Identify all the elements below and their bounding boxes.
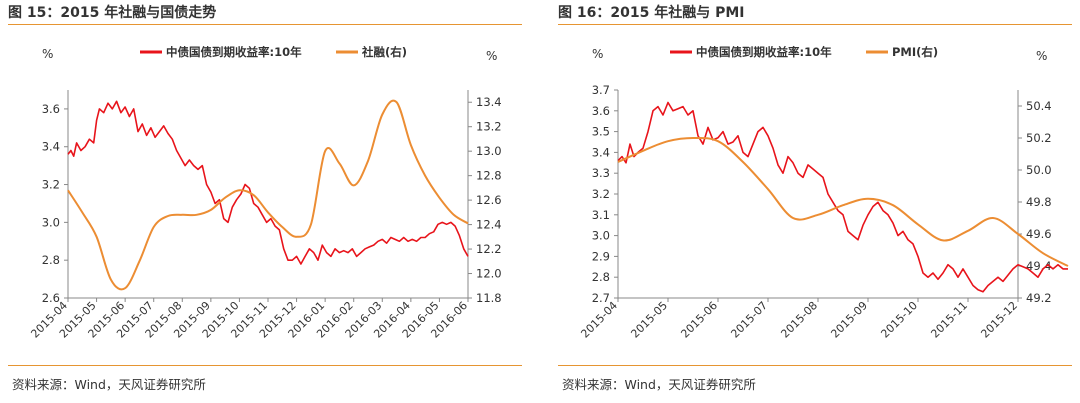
source-divider xyxy=(558,365,1072,366)
y-left-tick-label: 2.8 xyxy=(592,270,610,284)
legend-label: 中债国债到期收益率:10年 xyxy=(696,45,832,59)
y-right-tick-label: 49.6 xyxy=(1026,227,1052,241)
title-divider xyxy=(8,24,522,25)
legend-label: 中债国债到期收益率:10年 xyxy=(166,45,302,59)
title-divider xyxy=(558,24,1072,25)
y-right-tick-label: 11.8 xyxy=(476,291,502,305)
y-left-tick-label: 2.9 xyxy=(592,249,610,263)
y-right-tick-label: 50.2 xyxy=(1026,131,1052,145)
y-right-tick-label: 13.2 xyxy=(476,120,502,134)
chart-panel-right: 图 16：2015 年社融与 PMI %% 2.7 2.8 2.9 3.0 3.1 3.2 3… xyxy=(558,0,1072,403)
y-right-tick-label: 12.0 xyxy=(476,267,502,281)
chart-panel-left: 图 15：2015 年社融与国债走势 %% 2.6 2.8 3.0 3.2 3.4 3.6 1… xyxy=(8,0,522,403)
y-left-unit: % xyxy=(42,47,53,61)
y-right-unit: % xyxy=(1036,49,1047,63)
legend-label: PMI(右) xyxy=(892,45,938,59)
y-left-tick-label: 2.6 xyxy=(42,291,60,305)
y-right-tick-label: 12.8 xyxy=(476,169,502,183)
y-left-tick-label: 3.5 xyxy=(592,125,610,139)
y-right-tick-label: 50.0 xyxy=(1026,163,1052,177)
series-line-right xyxy=(67,99,469,291)
y-left-tick-label: 3.3 xyxy=(592,166,610,180)
y-left-tick-label: 3.2 xyxy=(42,178,60,192)
y-left-tick-label: 3.4 xyxy=(592,145,610,159)
figure-title: 图 15：2015 年社融与国债走势 xyxy=(8,5,217,21)
x-tick-label: 2015-12 xyxy=(978,299,1020,341)
y-right-tick-label: 50.4 xyxy=(1026,99,1052,113)
y-left-tick-label: 2.8 xyxy=(42,253,60,267)
series-line-left xyxy=(617,101,1068,293)
y-left-tick-label: 3.0 xyxy=(592,229,610,243)
y-right-unit: % xyxy=(486,49,497,63)
y-right-tick-label: 49.8 xyxy=(1026,195,1052,209)
y-left-tick-label: 3.6 xyxy=(592,104,610,118)
x-tick-label: 2015-08 xyxy=(778,299,820,341)
y-right-tick-label: 13.0 xyxy=(476,144,502,158)
dual-axis-line-chart: % % 2.7 2.8 2.9 3.0 3.1 3.2 3.3 3.4 3.5 3.6 3.7 49.2 4… xyxy=(578,45,1069,341)
x-tick-label: 2015-09 xyxy=(828,299,870,341)
y-left-tick-label: 3.7 xyxy=(592,83,610,97)
y-left-tick-label: 3.1 xyxy=(592,208,610,222)
y-left-tick-label: 3.6 xyxy=(42,102,60,116)
source-note: 资料来源：Wind，天风证券研究所 xyxy=(562,377,756,392)
dual-axis-line-chart: % % 2.6 2.8 3.0 3.2 3.4 3.6 11.8 12.0 12.2 12.4 12.6… xyxy=(28,45,502,341)
x-tick-label: 2015-05 xyxy=(628,299,670,341)
y-left-tick-label: 3.0 xyxy=(42,215,60,229)
y-right-tick-label: 12.2 xyxy=(476,242,502,256)
x-tick-label: 2015-11 xyxy=(928,299,970,341)
y-right-tick-label: 49.4 xyxy=(1026,259,1052,273)
y-left-tick-label: 3.2 xyxy=(592,187,610,201)
y-left-tick-label: 2.7 xyxy=(592,291,610,305)
y-right-tick-label: 49.2 xyxy=(1026,291,1052,305)
figure-title: 图 16：2015 年社融与 PMI xyxy=(558,5,745,21)
y-left-tick-label: 3.4 xyxy=(42,140,60,154)
legend-label: 社融(右) xyxy=(361,45,407,59)
x-tick-label: 2015-07 xyxy=(728,299,770,341)
x-tick-label: 2015-06 xyxy=(678,299,720,341)
y-left-unit: % xyxy=(592,47,603,61)
y-right-tick-label: 12.6 xyxy=(476,193,502,207)
y-right-tick-label: 13.4 xyxy=(476,95,502,109)
series-line-right xyxy=(617,136,1069,267)
source-note: 资料来源：Wind，天风证券研究所 xyxy=(12,377,206,392)
source-divider xyxy=(8,365,522,366)
y-right-tick-label: 12.4 xyxy=(476,218,502,232)
x-tick-label: 2015-04 xyxy=(578,299,620,341)
series-line-left xyxy=(67,100,469,265)
x-tick-label: 2015-10 xyxy=(878,299,920,341)
